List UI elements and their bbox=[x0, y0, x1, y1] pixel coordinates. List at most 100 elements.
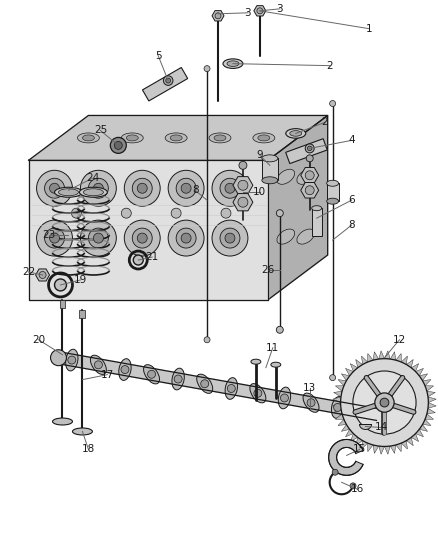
Circle shape bbox=[50, 350, 67, 366]
Polygon shape bbox=[385, 351, 390, 359]
Circle shape bbox=[239, 161, 247, 169]
Circle shape bbox=[45, 228, 64, 248]
Circle shape bbox=[71, 208, 81, 218]
Circle shape bbox=[49, 233, 60, 243]
Text: 12: 12 bbox=[393, 335, 406, 345]
Ellipse shape bbox=[278, 387, 291, 409]
Ellipse shape bbox=[262, 177, 278, 184]
Bar bbox=[262, 158, 278, 180]
Polygon shape bbox=[419, 374, 427, 381]
Polygon shape bbox=[427, 408, 435, 414]
Polygon shape bbox=[373, 352, 379, 360]
Circle shape bbox=[68, 356, 76, 364]
Polygon shape bbox=[338, 379, 346, 386]
Circle shape bbox=[204, 337, 210, 343]
Circle shape bbox=[305, 144, 314, 153]
Text: 18: 18 bbox=[82, 445, 95, 455]
Circle shape bbox=[306, 155, 313, 162]
Circle shape bbox=[215, 13, 221, 19]
Circle shape bbox=[137, 183, 147, 193]
Polygon shape bbox=[333, 402, 341, 408]
Ellipse shape bbox=[90, 355, 106, 375]
Ellipse shape bbox=[53, 418, 72, 425]
Text: 4: 4 bbox=[348, 135, 355, 146]
Ellipse shape bbox=[253, 133, 275, 143]
Circle shape bbox=[227, 384, 235, 392]
Text: 26: 26 bbox=[261, 265, 275, 275]
Circle shape bbox=[254, 389, 262, 397]
Circle shape bbox=[350, 483, 356, 489]
Circle shape bbox=[166, 78, 170, 83]
Circle shape bbox=[380, 398, 389, 407]
Ellipse shape bbox=[356, 402, 372, 422]
Circle shape bbox=[221, 208, 231, 218]
Circle shape bbox=[93, 233, 103, 243]
Circle shape bbox=[220, 228, 240, 248]
Ellipse shape bbox=[271, 362, 281, 367]
Polygon shape bbox=[233, 176, 253, 194]
Bar bbox=[60, 300, 66, 308]
Circle shape bbox=[88, 228, 108, 248]
Polygon shape bbox=[416, 368, 424, 376]
Polygon shape bbox=[356, 438, 363, 446]
Text: 14: 14 bbox=[375, 423, 388, 432]
Ellipse shape bbox=[290, 131, 302, 136]
Ellipse shape bbox=[286, 128, 306, 138]
Text: 3: 3 bbox=[244, 8, 251, 18]
Polygon shape bbox=[428, 397, 436, 402]
Circle shape bbox=[37, 220, 72, 256]
Polygon shape bbox=[341, 374, 350, 381]
Polygon shape bbox=[336, 386, 344, 391]
Ellipse shape bbox=[121, 133, 143, 143]
Circle shape bbox=[225, 233, 235, 243]
Ellipse shape bbox=[59, 189, 78, 196]
Text: 9: 9 bbox=[257, 150, 263, 160]
Polygon shape bbox=[57, 352, 378, 421]
Ellipse shape bbox=[209, 133, 231, 143]
Polygon shape bbox=[361, 356, 367, 365]
Circle shape bbox=[132, 228, 152, 248]
Polygon shape bbox=[212, 11, 224, 21]
Circle shape bbox=[176, 178, 196, 198]
Polygon shape bbox=[233, 193, 253, 211]
Circle shape bbox=[133, 255, 143, 265]
Circle shape bbox=[95, 361, 102, 369]
Text: 24: 24 bbox=[86, 173, 99, 183]
Ellipse shape bbox=[172, 368, 184, 390]
Circle shape bbox=[375, 393, 394, 412]
Polygon shape bbox=[373, 445, 379, 454]
Circle shape bbox=[305, 186, 314, 195]
Polygon shape bbox=[390, 445, 396, 454]
Ellipse shape bbox=[332, 397, 344, 418]
Polygon shape bbox=[396, 443, 401, 451]
Text: 16: 16 bbox=[351, 484, 364, 494]
Circle shape bbox=[332, 469, 338, 475]
Ellipse shape bbox=[312, 206, 321, 211]
Polygon shape bbox=[423, 419, 431, 425]
Circle shape bbox=[276, 209, 283, 216]
Polygon shape bbox=[28, 116, 328, 160]
Ellipse shape bbox=[66, 349, 78, 371]
Polygon shape bbox=[396, 353, 401, 362]
Ellipse shape bbox=[214, 135, 226, 141]
Text: 11: 11 bbox=[266, 343, 279, 353]
Polygon shape bbox=[356, 359, 363, 368]
Text: 2: 2 bbox=[321, 117, 328, 127]
Circle shape bbox=[114, 141, 122, 149]
Circle shape bbox=[124, 171, 160, 206]
Circle shape bbox=[171, 208, 181, 218]
Ellipse shape bbox=[82, 135, 95, 141]
Text: 13: 13 bbox=[303, 383, 316, 393]
Circle shape bbox=[49, 183, 60, 193]
Circle shape bbox=[168, 171, 204, 206]
Polygon shape bbox=[425, 386, 434, 391]
Text: 20: 20 bbox=[32, 335, 45, 345]
Circle shape bbox=[37, 171, 72, 206]
Circle shape bbox=[305, 171, 314, 180]
Polygon shape bbox=[423, 379, 431, 386]
Polygon shape bbox=[346, 368, 353, 376]
Polygon shape bbox=[367, 353, 373, 362]
Polygon shape bbox=[367, 443, 373, 451]
Text: 10: 10 bbox=[253, 187, 266, 197]
Circle shape bbox=[181, 233, 191, 243]
